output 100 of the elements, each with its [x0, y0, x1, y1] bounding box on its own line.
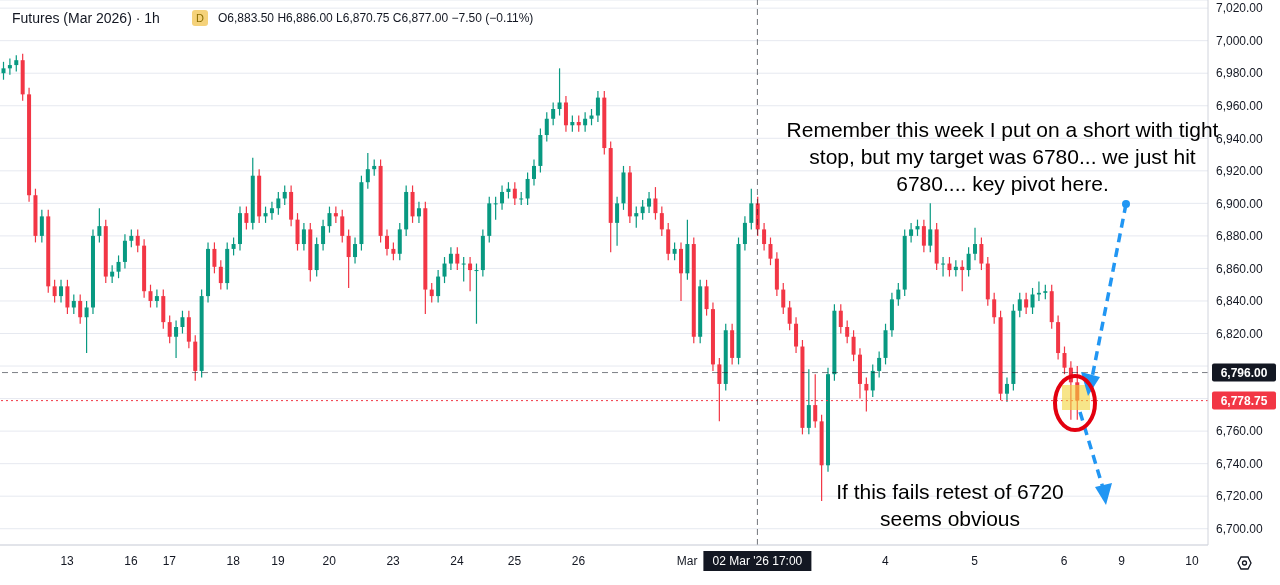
x-tick-label: 13 [60, 554, 75, 568]
text: Futures (Mar 2026) · 1h [12, 10, 160, 26]
candlestick [416, 201, 421, 224]
y-tick-label: 6,960.00 [1216, 99, 1264, 114]
candlestick [909, 222, 914, 243]
candlestick [781, 282, 786, 315]
y-tick-label: 6,700.00 [1216, 521, 1264, 536]
candlestick [845, 319, 850, 344]
text: O6,883.50 H6,886.00 L6,870.75 C6,877.00 −7.50 (−0.11%) [218, 10, 534, 26]
candlestick [659, 206, 664, 237]
y-tick-label: 6,840.00 [1216, 294, 1264, 309]
y-tick-label: 7,000.00 [1216, 33, 1264, 48]
candlestick [154, 288, 159, 309]
candlestick [442, 256, 447, 284]
candlestick [947, 256, 952, 278]
candlestick [500, 184, 505, 211]
candlestick [321, 219, 326, 252]
candlestick [474, 262, 479, 325]
candlestick [180, 310, 185, 335]
candlestick [7, 57, 12, 76]
candlestick [135, 228, 140, 253]
y-tick-label: 6,720.00 [1216, 489, 1264, 504]
candlestick [39, 209, 44, 243]
candlestick [52, 279, 57, 304]
candlestick [870, 363, 875, 398]
candlestick [794, 316, 799, 354]
x-tick-label: 10 [1185, 554, 1200, 568]
candlestick [851, 329, 856, 362]
candlestick [1062, 345, 1067, 375]
candlestick [979, 236, 984, 271]
candlestick [742, 215, 747, 252]
candlestick [436, 269, 441, 304]
candlestick [653, 186, 658, 221]
candlestick [557, 67, 562, 117]
annotation: If this fails retest of 6720 seems obvious [835, 479, 1065, 532]
y-tick-label: 6,920.00 [1216, 164, 1264, 179]
y-tick-label: 6,740.00 [1216, 456, 1264, 471]
candlestick [838, 303, 843, 335]
ref-line-label: 6,778.75 [1220, 393, 1268, 408]
y-tick-label: 6,940.00 [1216, 131, 1264, 146]
candlestick [461, 256, 466, 283]
candlestick [544, 111, 549, 143]
candlestick [71, 293, 76, 315]
x-tick-label: 02 Mar '26 17:00 [712, 554, 803, 568]
candlestick [116, 254, 121, 279]
candlestick [148, 284, 153, 309]
candlestick [973, 227, 978, 261]
candlestick [512, 181, 517, 206]
x-tick-label: 17 [162, 554, 177, 568]
candlestick [992, 292, 997, 325]
candlestick [269, 201, 274, 221]
y-tick-label: 6,760.00 [1216, 424, 1264, 439]
candlestick [749, 188, 754, 230]
candlestick [615, 196, 620, 247]
candlestick [346, 228, 351, 289]
candlestick [333, 206, 338, 224]
ref-line-label: 6,796.00 [1220, 365, 1268, 380]
candlestick [583, 111, 588, 133]
candlestick [59, 279, 64, 304]
candlestick [1004, 376, 1009, 403]
candlestick [551, 101, 556, 126]
x-tick-label: 16 [124, 554, 139, 568]
candlestick [525, 171, 530, 206]
candlestick [65, 279, 70, 315]
candlestick [762, 222, 767, 252]
candlestick [218, 259, 223, 291]
candlestick [563, 95, 568, 133]
candlestick [941, 256, 946, 278]
candlestick [276, 191, 281, 216]
x-tick-label: Mar [676, 554, 698, 568]
annotation: D [192, 10, 208, 26]
candlestick [787, 300, 792, 331]
candlestick [97, 207, 102, 243]
candlestick [327, 206, 332, 234]
candlestick [429, 282, 434, 304]
candlestick [647, 191, 652, 214]
candlestick [353, 236, 358, 265]
candlestick [365, 152, 370, 190]
candlestick [384, 228, 389, 257]
x-tick-label: 19 [271, 554, 286, 568]
candlestick [455, 246, 460, 271]
candlestick [704, 279, 709, 317]
y-tick-label: 6,860.00 [1216, 261, 1264, 276]
candlestick [966, 246, 971, 278]
x-tick-label: 23 [386, 554, 401, 568]
candlestick [122, 233, 127, 270]
candlestick [493, 196, 498, 221]
candlestick [1024, 292, 1029, 315]
candlestick [78, 293, 83, 325]
candlestick [877, 350, 882, 379]
x-tick-label: 24 [450, 554, 464, 568]
candlestick [340, 209, 345, 243]
x-tick-label: 9 [1118, 554, 1126, 568]
candlestick [806, 368, 811, 435]
candlestick [212, 241, 217, 274]
candlestick [448, 246, 453, 271]
candlestick [768, 236, 773, 266]
candlestick [640, 199, 645, 221]
candlestick [244, 206, 249, 230]
x-tick-label: 6 [1060, 554, 1068, 568]
